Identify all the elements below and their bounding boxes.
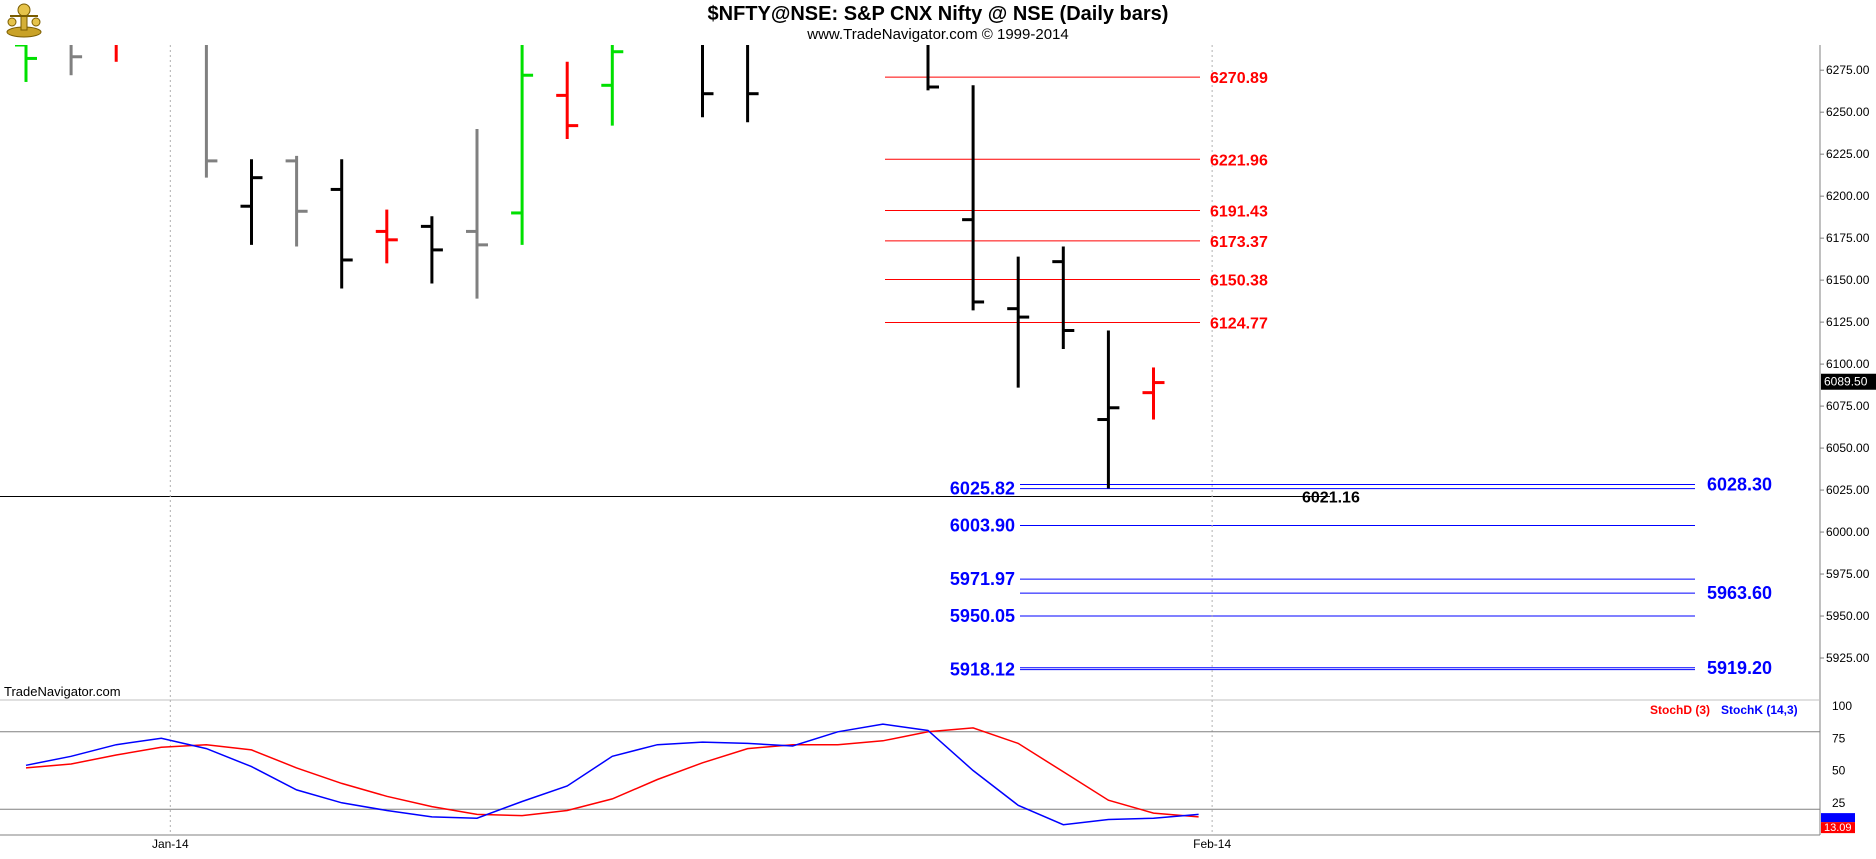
resistance-label: 6173.37 — [1210, 234, 1268, 251]
resistance-label: 6124.77 — [1210, 316, 1268, 333]
stoch-y-tick-label: 25 — [1832, 796, 1846, 810]
support-label-left: 6003.90 — [950, 516, 1015, 536]
ohlc-bar — [466, 128, 488, 299]
ohlc-bar — [375, 209, 398, 264]
ohlc-bar — [1142, 367, 1165, 420]
ohlc-bar — [601, 45, 624, 126]
ohlc-bar — [556, 61, 579, 140]
ohlc-bar — [420, 216, 443, 284]
y-tick-label: 6150.00 — [1826, 273, 1870, 287]
chart-subtitle: www.TradeNavigator.com © 1999-2014 — [807, 26, 1069, 43]
ohlc-bar — [240, 159, 263, 245]
legend-stochk: StochK (14,3) — [1721, 703, 1798, 717]
y-tick-label: 5925.00 — [1826, 651, 1870, 665]
support-label-left: 5918.12 — [950, 660, 1015, 680]
low-line-label: 6021.16 — [1302, 490, 1360, 507]
watermark: TradeNavigator.com — [4, 684, 121, 699]
support-label-right: 6028.30 — [1707, 475, 1772, 495]
y-tick-label: 5975.00 — [1826, 567, 1870, 581]
last-price-label: 6089.50 — [1824, 375, 1868, 389]
resistance-label: 6150.38 — [1210, 272, 1268, 289]
ohlc-bar — [926, 45, 939, 91]
ohlc-bar — [1097, 330, 1120, 489]
last-price-badge — [1821, 373, 1876, 390]
ohlc-bar — [511, 45, 534, 245]
ohlc-bar — [701, 45, 714, 118]
y-tick-label: 6200.00 — [1826, 189, 1870, 203]
stoch-y-tick-label: 75 — [1832, 731, 1846, 745]
support-label-left: 5971.97 — [950, 569, 1015, 589]
stoch-y-tick-label: 100 — [1832, 699, 1852, 713]
stoch-badge-top — [1821, 813, 1855, 823]
y-tick-label: 6100.00 — [1826, 357, 1870, 371]
stoch-badge — [1821, 822, 1855, 834]
ohlc-bar — [330, 159, 353, 289]
chart-title: $NFTY@NSE: S&P CNX Nifty @ NSE (Daily ba… — [707, 3, 1169, 25]
ohlc-bar — [1007, 256, 1030, 388]
ohlc-bar — [69, 45, 83, 76]
ohlc-bar — [962, 85, 985, 311]
stoch-series-line — [25, 723, 1199, 826]
stoch-last-value-label: 13.09 — [1824, 822, 1852, 834]
resistance-label: 6191.43 — [1210, 204, 1268, 221]
tradenavigator-logo-icon — [4, 2, 44, 40]
ohlc-bar — [114, 45, 118, 62]
ohlc-bar — [204, 45, 218, 178]
y-tick-label: 6225.00 — [1826, 147, 1870, 161]
y-tick-label: 6250.00 — [1826, 105, 1870, 119]
y-tick-label: 6075.00 — [1826, 399, 1870, 413]
y-tick-label: 6050.00 — [1826, 441, 1870, 455]
y-tick-label: 6275.00 — [1826, 63, 1870, 77]
ohlc-bar — [746, 45, 759, 123]
ohlc-bar — [15, 45, 37, 82]
y-tick-label: 6025.00 — [1826, 483, 1870, 497]
support-label-right: 5919.20 — [1707, 658, 1772, 678]
y-tick-label: 5950.00 — [1826, 609, 1870, 623]
support-label-left: 6025.82 — [950, 479, 1015, 499]
stoch-series-line — [25, 727, 1199, 818]
legend-stochd: StochD (3) — [1650, 703, 1710, 717]
y-tick-label: 6125.00 — [1826, 315, 1870, 329]
price-plot-group — [0, 45, 1695, 671]
resistance-label: 6270.89 — [1210, 70, 1268, 87]
ohlc-bar — [285, 155, 308, 247]
stoch-y-tick-label: 50 — [1832, 764, 1846, 778]
resistance-label: 6221.96 — [1210, 152, 1268, 169]
ohlc-bar — [1052, 246, 1075, 349]
support-label-left: 5950.05 — [950, 606, 1015, 626]
y-tick-label: 6000.00 — [1826, 525, 1870, 539]
support-label-right: 5963.60 — [1707, 583, 1772, 603]
y-tick-label: 6175.00 — [1826, 231, 1870, 245]
x-tick-label: Jan-14 — [152, 837, 189, 851]
x-tick-label: Feb-14 — [1193, 837, 1231, 851]
